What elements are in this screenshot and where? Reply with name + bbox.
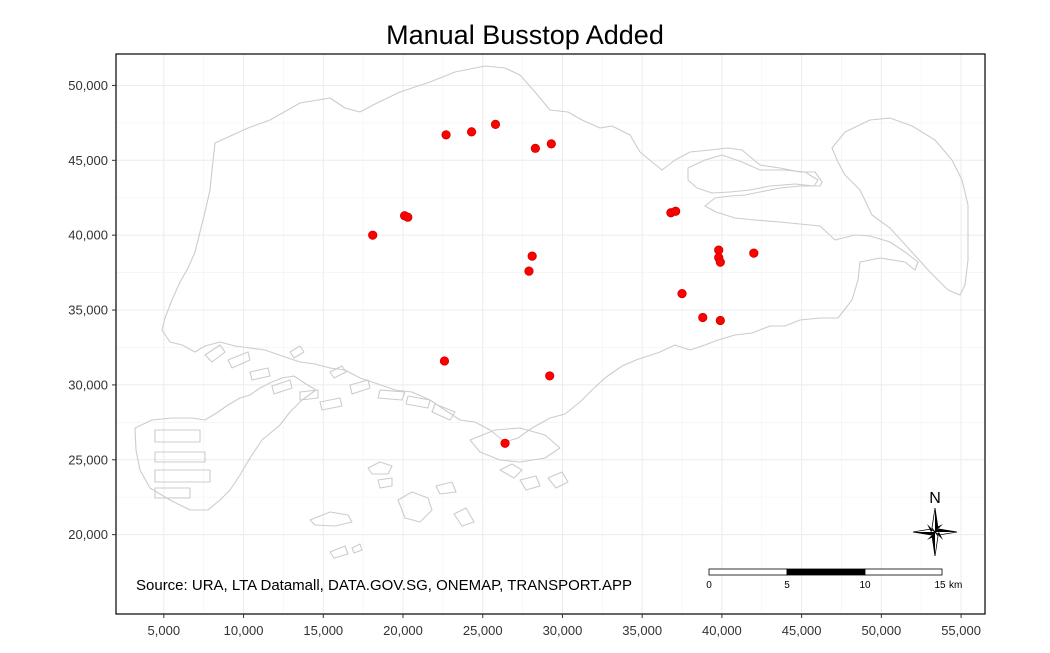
busstop-point [715,257,725,267]
x-tick-label: 35,000 [622,623,662,638]
scale-bar-label-5: 5 [784,580,790,591]
busstop-points [368,119,759,448]
x-tick-label: 30,000 [543,623,583,638]
busstop-point [466,127,477,137]
x-tick-label: 55,000 [941,623,981,638]
source-caption: Source: URA, LTA Datamall, DATA.GOV.SG, … [136,577,632,594]
y-tick-label: 50,000 [68,78,108,93]
compass-rose-icon [912,507,958,557]
x-tick-label: 25,000 [463,623,503,638]
busstop-point [545,371,555,381]
scale-bar-label-10: 10 [859,580,871,591]
busstop-point [749,248,759,258]
west-jetties [204,344,456,421]
busstop-point [490,119,501,129]
x-tick-label: 20,000 [383,623,423,638]
busstop-point [677,288,687,299]
busstop-point [546,139,556,149]
north-arrow: N [912,490,958,557]
gridlines [116,54,985,614]
x-axis: 5,000 10,000 15,000 20,000 25,000 30,000 35,00… [148,614,981,638]
map-title: Manual Busstop Added [386,20,664,50]
busstop-point [698,312,708,323]
pulau-ubin-outline [687,154,819,194]
scale-bar-segment-1 [708,568,788,576]
north-arrow-label: N [929,490,941,507]
y-axis: 20,000 25,000 30,000 35,000 40,000 45,000 50,0… [68,78,116,542]
busstop-point [530,143,540,153]
x-tick-label: 5,000 [148,623,181,638]
y-tick-label: 45,000 [68,153,108,168]
scale-bar-segment-3 [864,568,943,576]
southern-islands-outline [309,461,569,559]
busstop-point [527,251,537,261]
y-tick-label: 30,000 [68,377,108,392]
western-islands-inner [154,429,211,499]
busstop-point [671,206,681,216]
y-tick-label: 25,000 [68,452,108,467]
pulau-tekong-outline [831,117,969,296]
main-island-outline [161,65,919,443]
busstop-point [524,266,534,276]
busstop-point [368,230,378,240]
scale-bar: 0 5 10 15 km [706,568,962,591]
busstop-point [403,212,413,222]
sentosa-outline [469,427,561,463]
scale-bar-unit: km [949,580,962,591]
y-tick-label: 40,000 [68,228,108,243]
busstop-point [439,356,450,366]
scale-bar-label-0: 0 [706,580,712,591]
jurong-island-outline [134,375,317,511]
x-tick-label: 10,000 [224,623,264,638]
scale-bar-label-15: 15 [934,580,946,591]
y-tick-label: 35,000 [68,303,108,318]
busstop-point [441,130,451,140]
x-tick-label: 40,000 [702,623,742,638]
scale-bar-segment-2 [786,568,866,576]
busstop-point [715,315,725,326]
y-tick-label: 20,000 [68,527,108,542]
x-tick-label: 50,000 [861,623,901,638]
x-tick-label: 15,000 [303,623,343,638]
singapore-outline [134,65,969,559]
busstop-point [500,438,510,448]
plot-panel-border [115,53,986,615]
x-tick-label: 45,000 [782,623,822,638]
